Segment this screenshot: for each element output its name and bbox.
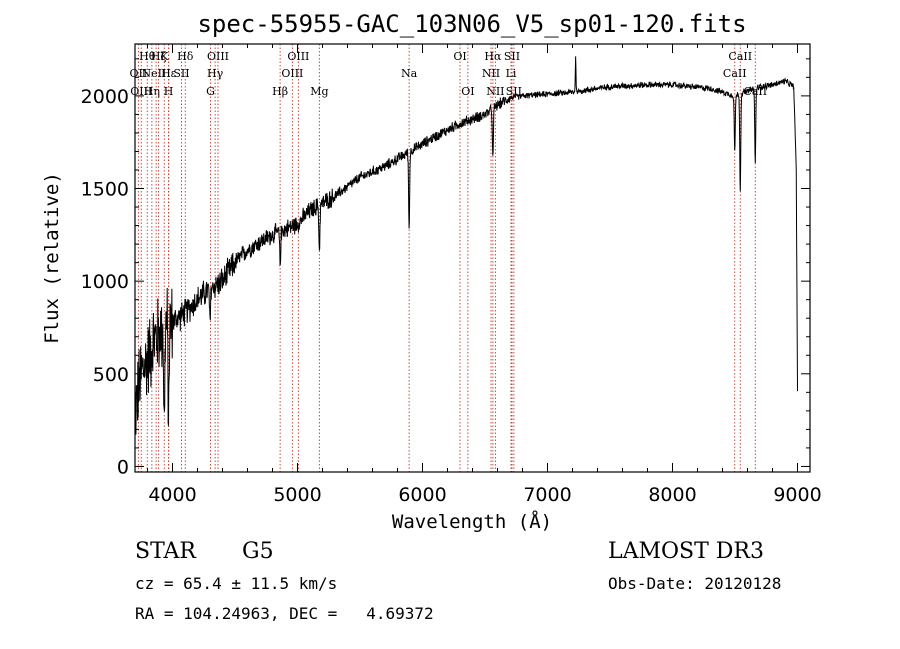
y-tick-label: 500: [93, 364, 129, 386]
chart-title: spec-55955-GAC_103N06_V5_sp01-120.fits: [197, 10, 746, 38]
line-marker-label: OIII: [207, 50, 229, 63]
line-marker-label: Hθ: [139, 50, 156, 63]
line-marker-label: OIII: [281, 67, 303, 80]
line-marker-label: SII: [173, 67, 189, 80]
y-axis-label: Flux (relative): [41, 172, 63, 344]
x-tick-label: 8000: [648, 484, 696, 506]
line-marker-label: SII: [506, 85, 522, 98]
line-marker-label: Mg: [310, 85, 328, 98]
y-tick-label: 1000: [81, 271, 129, 293]
line-marker-label: OI: [461, 85, 474, 98]
line-marker-label: Na: [401, 67, 418, 80]
object-class: STAR: [135, 539, 196, 564]
line-marker-group: [137, 44, 756, 472]
velocity-readout: cz = 65.4 ± 11.5 km/s: [135, 574, 338, 593]
x-tick-label: 7000: [523, 484, 571, 506]
line-marker-label: H: [164, 85, 174, 98]
x-axis-ticks: 4000 5000 6000 7000 8000 9000: [147, 44, 822, 506]
line-marker-label: Hη: [144, 85, 160, 98]
line-marker-label: Hζ: [151, 50, 167, 63]
object-subclass: G5: [242, 539, 274, 564]
line-marker-label: Hε: [161, 67, 177, 80]
line-marker-label: Hδ: [177, 50, 194, 63]
x-tick-label: 5000: [273, 484, 321, 506]
line-marker-label: NII: [482, 67, 500, 80]
x-tick-label: 6000: [398, 484, 446, 506]
line-marker-label: G: [206, 85, 215, 98]
spectrum-line: [134, 56, 798, 435]
x-tick-label: 4000: [148, 484, 196, 506]
coordinates: RA = 104.24963, DEC = 4.69372: [135, 604, 434, 623]
x-axis-label: Wavelength (Å): [392, 510, 552, 533]
survey-name: LAMOST DR3: [608, 539, 764, 564]
y-axis-ticks: 0 500 1000 1500 2000: [81, 58, 810, 478]
line-marker-label: NII: [486, 85, 504, 98]
line-marker-label: SII: [504, 50, 520, 63]
line-marker-label: Hβ: [272, 85, 288, 98]
line-marker-label: Li: [506, 67, 517, 80]
line-marker-label: CaII: [723, 67, 747, 80]
y-tick-label: 2000: [81, 86, 129, 108]
line-marker-label: OIII: [287, 50, 309, 63]
y-tick-label: 0: [117, 456, 129, 478]
line-marker-label: OII: [130, 67, 148, 80]
line-marker-label: OI: [453, 50, 466, 63]
line-marker-label: Hγ: [207, 67, 224, 80]
obs-date: Obs-Date: 20120128: [608, 574, 782, 593]
spectrum-group: [134, 56, 798, 435]
line-marker-label: OIII: [130, 85, 152, 98]
line-marker-label: K: [160, 50, 169, 63]
line-marker-label: Hα: [484, 50, 502, 63]
y-tick-label: 1500: [81, 179, 129, 201]
line-marker-label: CaII: [728, 50, 752, 63]
line-label-group: OIIOIIIHθHηNeIIIHζKHHεSIIHδGHγOIIIHβOIII…: [130, 50, 768, 98]
x-tick-label: 9000: [773, 484, 821, 506]
line-marker-label: NeIII: [142, 67, 171, 80]
